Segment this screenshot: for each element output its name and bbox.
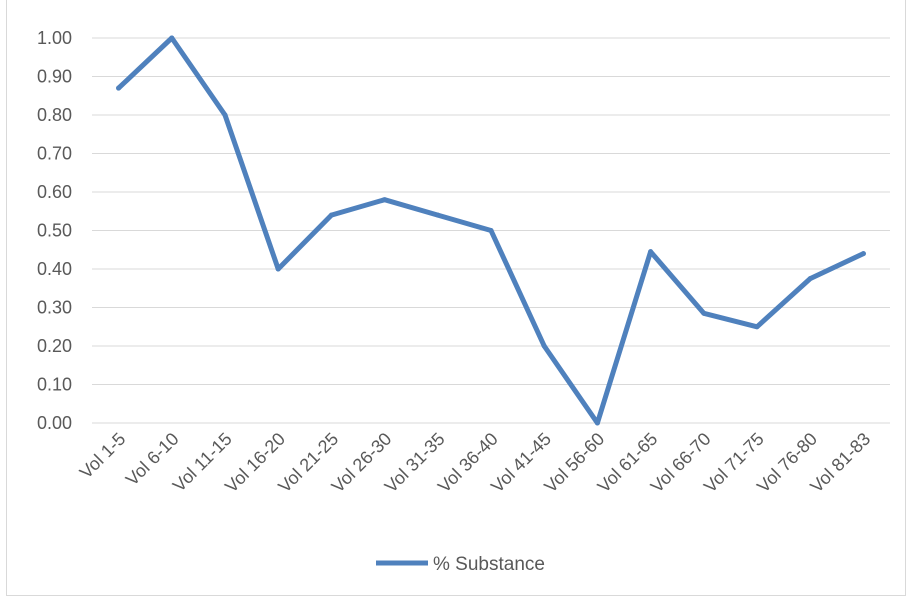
y-tick-label: 0.20 <box>37 336 72 356</box>
chart-frame <box>6 0 906 596</box>
y-tick-label: 0.50 <box>37 221 72 241</box>
legend-label: % Substance <box>433 554 545 575</box>
data-point <box>382 197 388 203</box>
y-tick-label: 0.70 <box>37 144 72 164</box>
y-tick-label: 0.60 <box>37 182 72 202</box>
data-point <box>328 212 334 218</box>
data-point <box>807 276 813 282</box>
y-axis-tick-labels: 0.00 0.10 0.20 0.30 0.40 0.50 0.60 0.70 0.80 0.90… <box>37 28 72 433</box>
data-point <box>116 85 122 91</box>
x-tick-label: Vol 1-5 <box>76 429 130 483</box>
data-point <box>169 35 175 41</box>
y-tick-label: 0.90 <box>37 67 72 87</box>
data-point <box>488 228 494 233</box>
y-tick-label: 0.40 <box>37 259 72 279</box>
legend: % Substance <box>376 554 545 575</box>
data-point <box>435 212 441 218</box>
y-tick-label: 0.10 <box>37 375 72 395</box>
data-point <box>648 249 654 255</box>
y-tick-label: 0.30 <box>37 298 72 318</box>
y-tick-label: 0.00 <box>37 413 72 433</box>
data-point <box>754 324 760 330</box>
data-point <box>275 266 281 272</box>
data-point <box>222 112 228 118</box>
series-lines <box>116 35 866 426</box>
y-tick-label: 1.00 <box>37 28 72 48</box>
data-point <box>860 251 866 257</box>
data-point <box>701 310 707 316</box>
y-tick-label: 0.80 <box>37 105 72 125</box>
data-point <box>541 343 547 349</box>
gridlines <box>92 37 890 424</box>
data-point <box>594 420 600 426</box>
